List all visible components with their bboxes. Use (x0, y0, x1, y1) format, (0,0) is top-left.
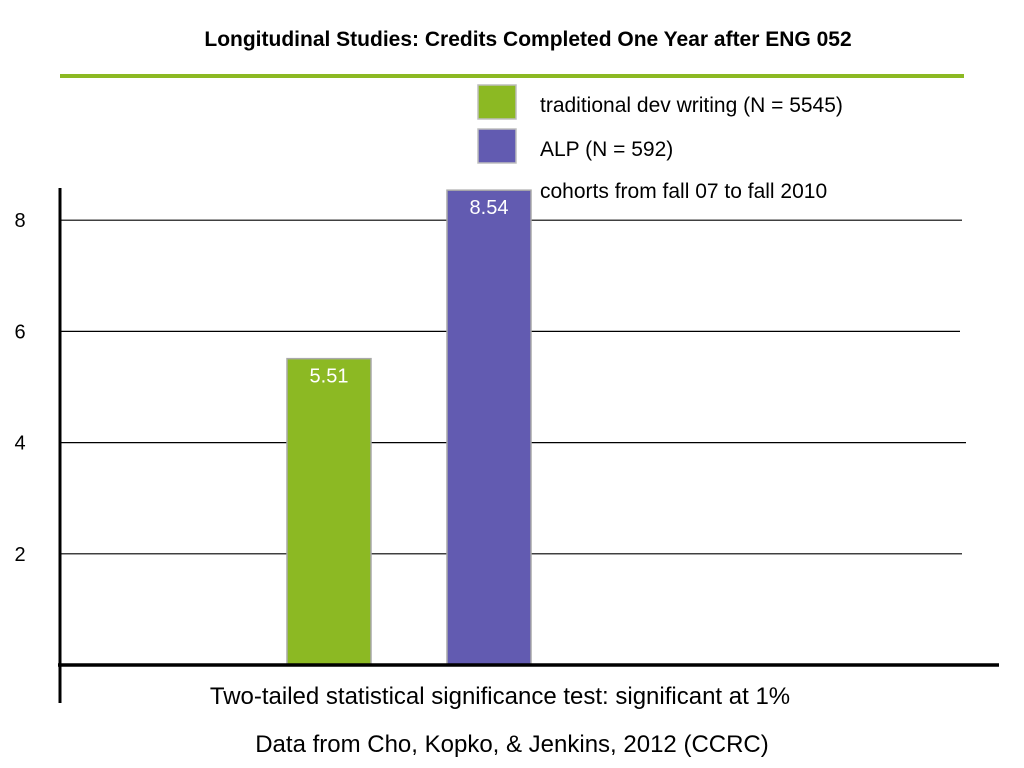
y-tick-label-8: 8 (14, 210, 25, 232)
significance-note: Two-tailed statistical significance test… (209, 683, 791, 710)
data-source-note: Data from Cho, Kopko, & Jenkins, 2012 (C… (255, 731, 769, 758)
title-underline-bar (60, 74, 964, 78)
y-tick-label-6: 6 (14, 321, 25, 343)
bar-traditional (286, 357, 372, 666)
legend-swatch-alp (477, 128, 517, 164)
legend-label-traditional: traditional dev writing (N = 5545) (540, 94, 843, 117)
y-tick-label-2: 2 (14, 544, 25, 566)
bar-value-label-traditional: 5.51 (310, 366, 349, 388)
bar-alp (446, 189, 532, 666)
chart-title: Longitudinal Studies: Credits Completed … (204, 28, 852, 51)
legend-label-alp: ALP (N = 592) (540, 138, 674, 161)
title-underline (60, 74, 964, 78)
legend-note: cohorts from fall 07 to fall 2010 (540, 180, 828, 203)
y-tick-label-4: 4 (14, 433, 25, 455)
bar-value-label-alp: 8.54 (470, 197, 509, 219)
legend-swatch-traditional (477, 84, 517, 120)
